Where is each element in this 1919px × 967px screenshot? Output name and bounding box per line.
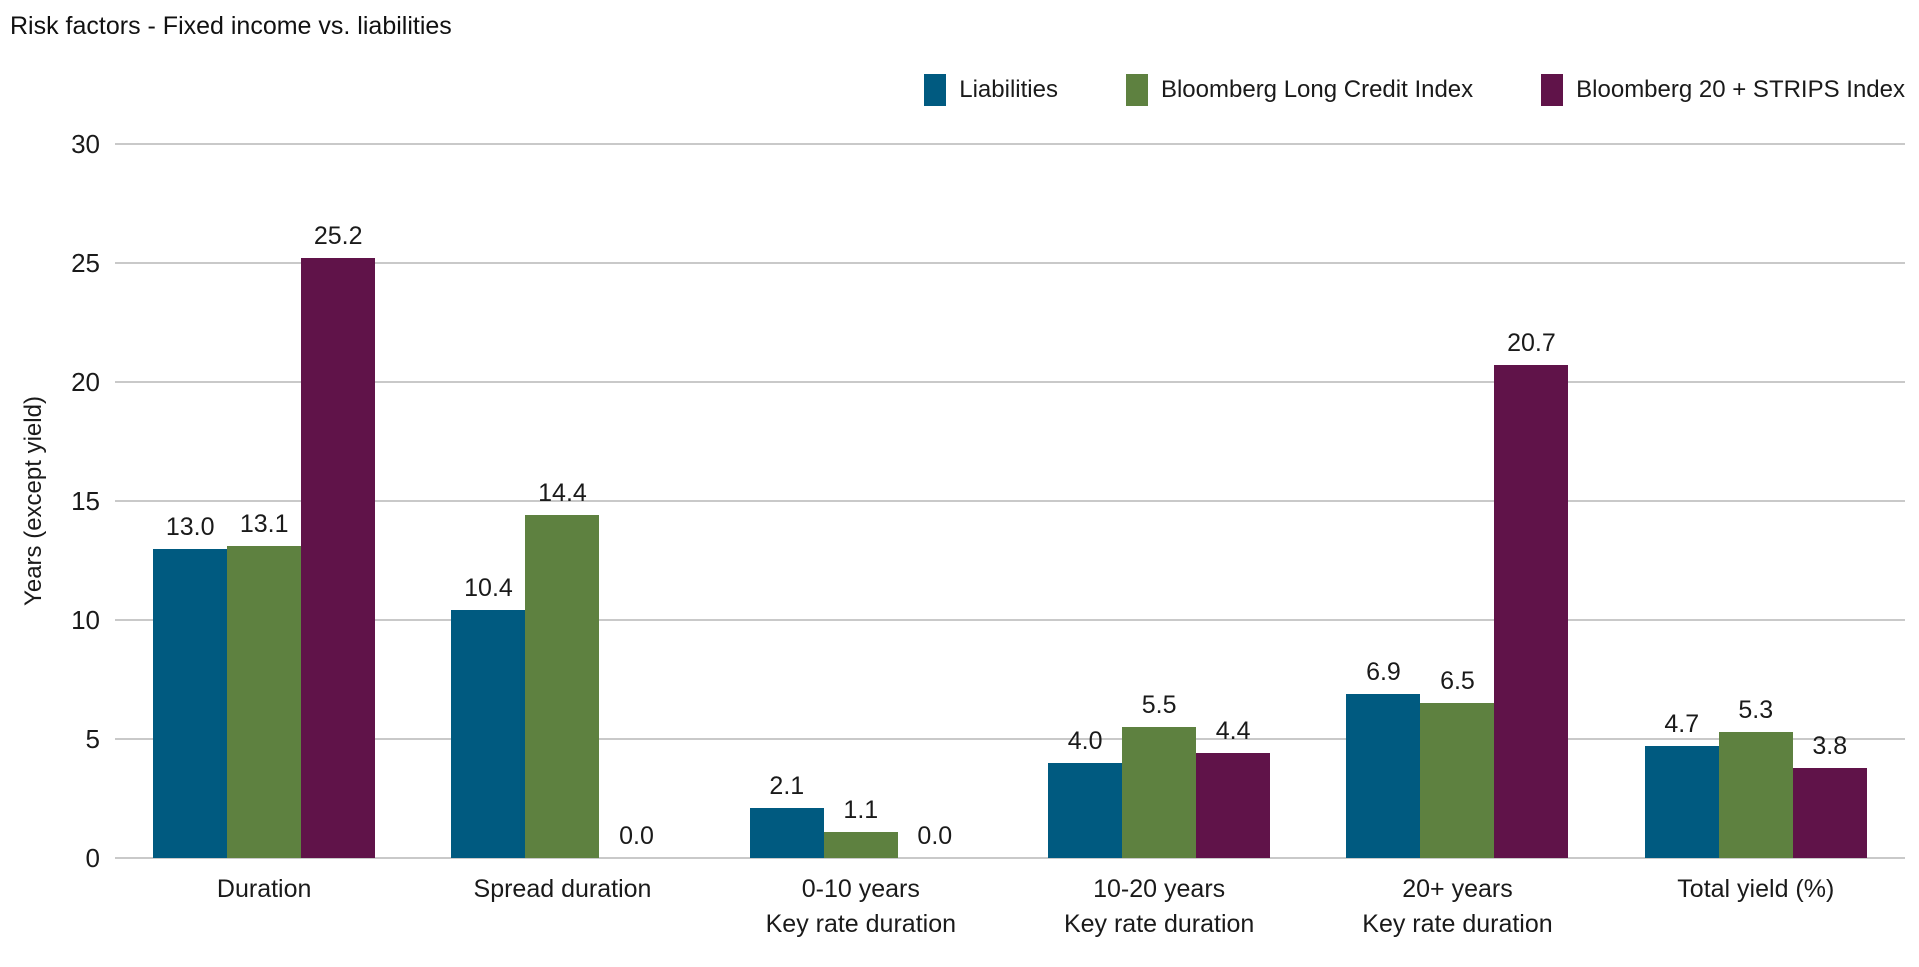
bar-value-label: 25.2 — [313, 222, 363, 251]
y-tick-label: 25 — [71, 248, 100, 278]
legend-swatch-icon — [924, 74, 947, 106]
bar — [1420, 703, 1495, 858]
bar-value-label: 6.9 — [1366, 657, 1401, 686]
bar-slot: 4.7 — [1644, 144, 1719, 858]
gridline — [115, 619, 1905, 621]
x-axis-labels: Duration Spread duration 0-10 years Key rat… — [115, 872, 1905, 942]
bar-value-label: 13.0 — [165, 512, 215, 541]
bar-value-label: 20.7 — [1507, 329, 1556, 358]
bar-slot: 14.4 — [525, 144, 600, 858]
bar — [153, 548, 228, 858]
bar-slot: 0.0 — [898, 144, 972, 858]
bar — [1718, 731, 1793, 858]
y-tick-label: 30 — [71, 129, 100, 159]
plot-area: 13.0 13.1 25.2 10.4 14.4 0.0 2.1 1.1 0.0 4.0 5.5 4.… — [115, 143, 1905, 859]
legend-swatch-icon — [1125, 74, 1148, 106]
bar-value-label: 6.5 — [1440, 667, 1475, 696]
bar-value-label: 10.4 — [464, 574, 513, 603]
x-axis-category-label: 10-20 years Key rate duration — [1063, 875, 1255, 938]
bar-slot: 13.0 — [153, 144, 228, 858]
bar-value-label: 5.5 — [1141, 691, 1177, 720]
bar-slot: 20.7 — [1494, 144, 1569, 858]
y-tick-label: 10 — [71, 605, 100, 635]
y-tick-label: 0 — [85, 843, 100, 873]
bar-slot: 25.2 — [301, 144, 376, 858]
bar-slot: 13.1 — [227, 144, 302, 858]
legend-label: Bloomberg Long Credit Index — [1160, 76, 1474, 103]
x-axis-category-label: 20+ years Key rate duration — [1362, 875, 1553, 938]
gridline — [115, 262, 1905, 264]
bar-slot: 4.0 — [1048, 144, 1123, 858]
bar — [1122, 727, 1197, 858]
bar — [301, 258, 376, 858]
bar-value-label: 13.1 — [239, 510, 289, 539]
bar-slot: 6.5 — [1420, 144, 1495, 858]
bar-value-label: 0.0 — [619, 822, 654, 850]
bar-value-label: 3.8 — [1812, 731, 1848, 760]
bar-group: 4.7 5.3 3.8 — [1607, 144, 1905, 858]
legend: Liabilities Bloomberg Long Credit Index Bl… — [924, 74, 1905, 106]
legend-label: Bloomberg 20 + STRIPS Index — [1576, 76, 1905, 103]
bar-group: 2.1 1.1 0.0 — [712, 144, 1010, 858]
chart-title: Risk factors - Fixed income vs. liabilit… — [10, 12, 452, 40]
gridline — [115, 738, 1905, 740]
bar — [525, 515, 600, 858]
legend-item-0: Liabilities — [924, 74, 1058, 106]
bar-slot: 5.5 — [1122, 144, 1197, 858]
bar — [451, 610, 526, 858]
bar-value-label: 4.7 — [1664, 710, 1700, 739]
bar-slot: 6.9 — [1346, 144, 1421, 858]
y-tick-label: 5 — [85, 724, 100, 754]
bar-value-label: 0.0 — [917, 822, 953, 850]
y-tick-label: 20 — [71, 367, 100, 397]
bar-value-label: 2.1 — [769, 772, 805, 801]
gridline — [115, 500, 1905, 502]
bar — [1494, 365, 1569, 858]
legend-swatch-icon — [1541, 74, 1564, 106]
bar-value-label: 5.3 — [1738, 695, 1774, 724]
bar-slot: 5.3 — [1718, 144, 1793, 858]
bar-slot: 1.1 — [823, 144, 898, 858]
gridline — [115, 857, 1905, 859]
bar-value-label: 1.1 — [843, 795, 879, 824]
y-tick-label: 15 — [71, 486, 100, 516]
bar — [1196, 753, 1271, 858]
gridline — [115, 381, 1905, 383]
bar-slot: 2.1 — [749, 144, 824, 858]
bar — [823, 831, 898, 858]
bar-group: 13.0 13.1 25.2 — [115, 144, 413, 858]
bar-slot: 4.4 — [1196, 144, 1271, 858]
x-axis-category-label: Spread duration — [473, 875, 652, 903]
x-axis-category-label: Duration — [216, 875, 312, 903]
bar-slot: 0.0 — [599, 144, 673, 858]
bar-slot: 10.4 — [451, 144, 526, 858]
bar-group: 6.9 6.5 20.7 — [1308, 144, 1606, 858]
bar — [1644, 746, 1719, 858]
legend-label: Liabilities — [959, 76, 1058, 103]
bar-slot: 3.8 — [1792, 144, 1867, 858]
bar — [1346, 693, 1421, 858]
x-axis-category-label: 0-10 years Key rate duration — [765, 875, 957, 938]
bar — [1048, 762, 1123, 858]
bar — [227, 546, 302, 858]
bar — [749, 808, 824, 858]
legend-item-1: Bloomberg Long Credit Index — [1125, 74, 1474, 106]
legend-item-2: Bloomberg 20 + STRIPS Index — [1541, 74, 1905, 106]
bar-group: 4.0 5.5 4.4 — [1010, 144, 1308, 858]
x-axis-category-label: Total yield (%) — [1677, 875, 1835, 903]
bar-group: 10.4 14.4 0.0 — [413, 144, 711, 858]
bar-value-label: 4.4 — [1215, 717, 1251, 746]
gridline — [115, 143, 1905, 145]
bar-value-label: 4.0 — [1067, 726, 1103, 755]
bar — [1792, 767, 1867, 858]
bar-value-label: 14.4 — [538, 479, 587, 508]
